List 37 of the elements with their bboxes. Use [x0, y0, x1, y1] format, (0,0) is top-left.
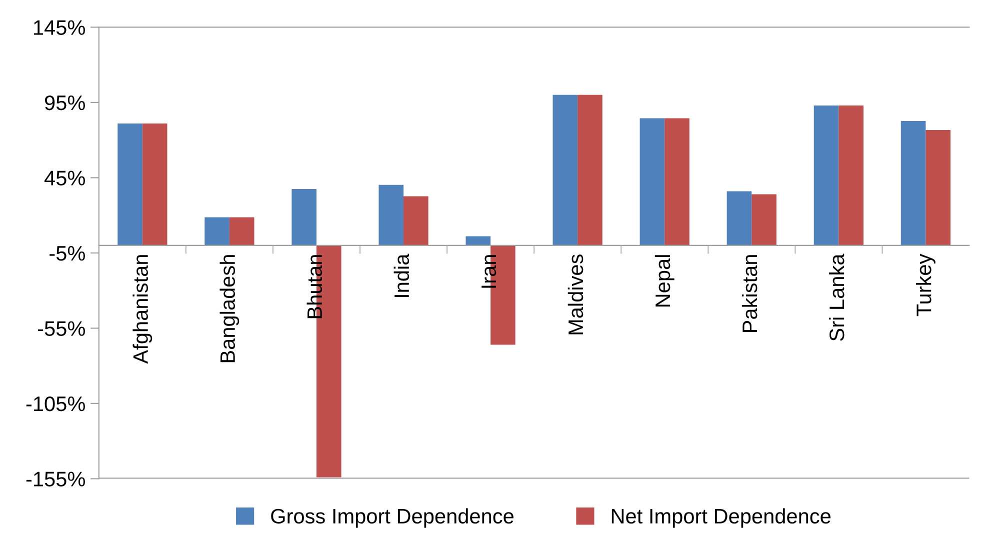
bar [404, 196, 428, 246]
x-tick-label: Maldives [568, 254, 584, 334]
bar [814, 105, 839, 246]
bar [292, 188, 316, 246]
bar [578, 94, 602, 246]
legend-label: Gross Import Dependence [271, 508, 514, 528]
x-tick-label: Iran [482, 255, 496, 288]
y-tick-label: 45% [44, 170, 85, 186]
bar [900, 120, 926, 246]
x-tick-label: India [394, 254, 410, 298]
bar [466, 236, 491, 246]
bar [142, 124, 168, 246]
y-tick-label: -5% [50, 246, 85, 261]
bar [838, 105, 864, 246]
bar [378, 184, 404, 246]
x-tick-label: Bangladesh [220, 255, 240, 362]
y-tick-label: -155% [26, 472, 85, 486]
bar [229, 217, 254, 246]
x-tick-label: Bhutan [306, 255, 322, 318]
bar [640, 118, 665, 246]
bar [118, 124, 142, 246]
bar [664, 118, 690, 246]
bar [752, 194, 776, 246]
bar [726, 191, 752, 246]
bar [926, 130, 951, 246]
bar [204, 217, 230, 246]
y-tick-label: -105% [26, 396, 85, 412]
legend-label: Net Import Dependence [612, 508, 830, 528]
y-tick-label: 95% [44, 95, 85, 110]
y-tick-label: 145% [34, 20, 85, 35]
x-tick-label: Sri Lanka [828, 254, 844, 341]
x-tick-label: Nepal [654, 255, 674, 306]
x-tick-label: Pakistan [742, 255, 758, 332]
bar [552, 94, 578, 246]
x-tick-label: Afghanistan [132, 255, 152, 364]
y-tick-label: -55% [38, 321, 85, 336]
x-tick-label: Turkey [916, 254, 936, 316]
